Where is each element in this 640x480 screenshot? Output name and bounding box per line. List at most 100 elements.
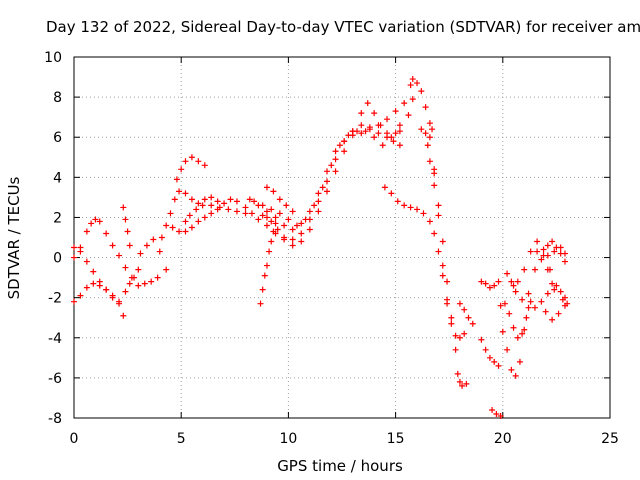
data-point <box>444 278 451 285</box>
data-point <box>109 242 116 249</box>
data-point <box>499 328 506 335</box>
data-point <box>283 202 290 209</box>
chart-title: Day 132 of 2022, Sidereal Day-to-day VTE… <box>46 18 640 36</box>
data-point <box>521 326 528 333</box>
data-point <box>182 218 189 225</box>
data-point <box>501 300 508 307</box>
data-point <box>272 220 279 227</box>
data-point <box>555 310 562 317</box>
data-point <box>486 284 493 291</box>
data-point <box>169 224 176 231</box>
data-point <box>345 132 352 139</box>
data-point <box>561 302 568 309</box>
data-point <box>120 312 127 319</box>
data-point <box>435 248 442 255</box>
data-point <box>439 262 446 269</box>
data-point <box>242 210 249 217</box>
data-point <box>323 168 330 175</box>
data-point <box>495 278 502 285</box>
y-axis-label: SDTVAR / TECUs <box>5 176 23 299</box>
data-point <box>540 246 547 253</box>
data-point <box>534 248 541 255</box>
data-point <box>448 320 455 327</box>
data-point <box>281 236 288 243</box>
data-point <box>227 196 234 203</box>
data-point <box>83 258 90 265</box>
data-point <box>261 272 268 279</box>
data-point <box>167 210 174 217</box>
series-17 <box>407 76 468 341</box>
data-point <box>259 212 266 219</box>
data-point <box>551 248 558 255</box>
data-point <box>461 330 468 337</box>
data-point <box>448 314 455 321</box>
data-point <box>396 142 403 149</box>
data-point <box>418 88 425 95</box>
data-point <box>366 124 373 131</box>
series-23 <box>489 406 504 419</box>
data-point <box>176 228 183 235</box>
data-point <box>163 266 170 273</box>
series-20 <box>456 300 476 327</box>
data-point <box>557 288 564 295</box>
data-point <box>465 314 472 321</box>
data-point <box>482 346 489 353</box>
series-6 <box>158 206 221 241</box>
series-24 <box>497 298 534 341</box>
data-point <box>364 100 371 107</box>
data-point <box>315 208 322 215</box>
series-25 <box>499 244 568 379</box>
data-point <box>208 202 215 209</box>
data-point <box>221 200 228 207</box>
data-point <box>510 324 517 331</box>
data-point <box>188 224 195 231</box>
data-point <box>390 138 397 145</box>
data-point <box>315 198 322 205</box>
data-point <box>531 266 538 273</box>
data-point <box>268 238 275 245</box>
data-point <box>493 410 500 417</box>
data-point <box>103 230 110 237</box>
x-tick-label: 0 <box>70 431 79 447</box>
data-point <box>459 382 466 389</box>
data-point <box>525 290 532 297</box>
data-point <box>263 262 270 269</box>
data-point <box>263 214 270 221</box>
data-point <box>255 216 262 223</box>
data-point <box>150 236 157 243</box>
data-point <box>379 142 386 149</box>
data-point <box>516 358 523 365</box>
data-point <box>424 142 431 149</box>
data-point <box>497 412 504 419</box>
data-point <box>504 346 511 353</box>
data-point <box>469 320 476 327</box>
y-tick-label: -6 <box>48 371 62 387</box>
series-30 <box>544 238 568 265</box>
data-point <box>439 238 446 245</box>
data-point <box>122 264 129 271</box>
data-point <box>439 272 446 279</box>
data-point <box>257 300 264 307</box>
data-point <box>156 248 163 255</box>
data-point <box>358 122 365 129</box>
data-point <box>336 142 343 149</box>
data-point <box>514 278 521 285</box>
data-point <box>549 316 556 323</box>
data-point <box>135 266 142 273</box>
data-point <box>553 282 560 289</box>
data-point <box>381 184 388 191</box>
data-point <box>525 304 532 311</box>
data-point <box>71 254 77 261</box>
data-point <box>83 228 90 235</box>
data-point <box>270 228 277 235</box>
data-point <box>551 286 558 293</box>
data-point <box>497 302 504 309</box>
data-point <box>444 300 451 307</box>
y-tick-label: -4 <box>48 331 62 347</box>
data-point <box>519 330 526 337</box>
data-point <box>122 288 129 295</box>
y-tick-label: 4 <box>53 170 62 186</box>
data-point <box>182 228 189 235</box>
data-point <box>195 200 202 207</box>
y-tick-label: 6 <box>53 130 62 146</box>
